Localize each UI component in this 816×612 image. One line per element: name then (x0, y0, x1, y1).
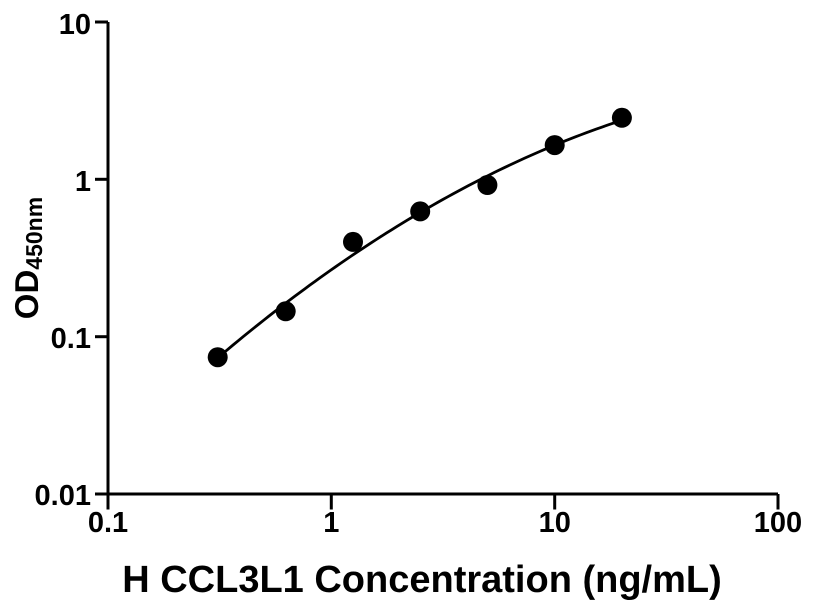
svg-text:0.01: 0.01 (35, 480, 91, 512)
svg-text:H CCL3L1 Concentration (ng/mL): H CCL3L1 Concentration (ng/mL) (122, 559, 722, 601)
svg-text:10: 10 (59, 9, 91, 41)
svg-text:1: 1 (75, 166, 91, 198)
svg-text:1: 1 (323, 507, 339, 539)
svg-text:10: 10 (539, 507, 571, 539)
svg-text:100: 100 (754, 507, 802, 539)
svg-text:0.1: 0.1 (88, 507, 128, 539)
svg-text:0.1: 0.1 (51, 323, 91, 355)
svg-text:OD450nm: OD450nm (8, 197, 47, 319)
